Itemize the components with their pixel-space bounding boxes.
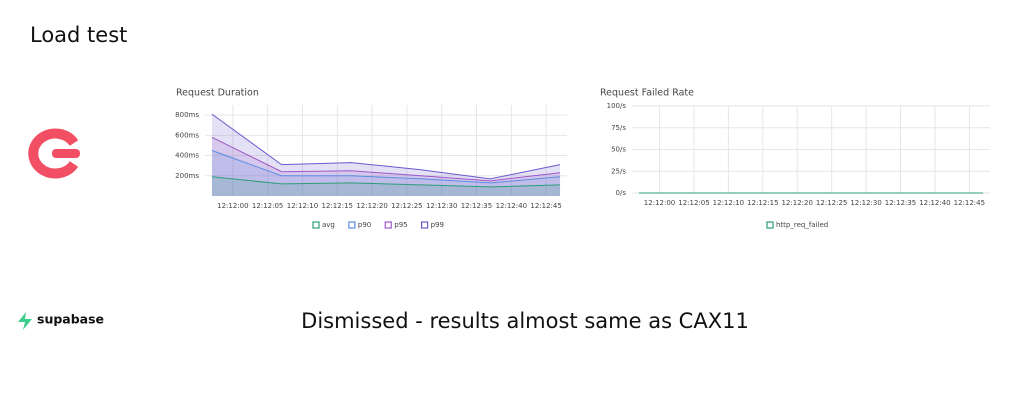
x-tick-label: 12:12:40 bbox=[919, 199, 950, 207]
legend-label: http_req_failed bbox=[776, 221, 828, 229]
y-tick-label: 25/s bbox=[611, 167, 626, 175]
x-tick-label: 12:12:20 bbox=[782, 199, 813, 207]
x-tick-label: 12:12:15 bbox=[322, 202, 353, 210]
x-tick-label: 12:12:35 bbox=[885, 199, 916, 207]
area bbox=[211, 176, 561, 196]
x-tick-label: 12:12:25 bbox=[816, 199, 847, 207]
legend-label: avg bbox=[322, 221, 335, 229]
y-tick-label: 100/s bbox=[607, 102, 627, 110]
brand-logo bbox=[28, 128, 80, 179]
legend-swatch bbox=[384, 221, 392, 229]
legend-swatch bbox=[421, 221, 429, 229]
note: Dismissed - results almost same as CAX11 bbox=[301, 309, 749, 333]
y-tick-label: 800ms bbox=[175, 111, 199, 119]
x-tick-label: 12:12:40 bbox=[496, 202, 527, 210]
area bbox=[211, 137, 561, 196]
line bbox=[211, 150, 561, 184]
chart-title: Request Failed Rate bbox=[600, 88, 694, 99]
legend-label: p95 bbox=[394, 221, 407, 229]
area bbox=[211, 150, 561, 196]
x-tick-label: 12:12:20 bbox=[356, 202, 387, 210]
y-tick-label: 600ms bbox=[175, 131, 199, 139]
x-tick-label: 12:12:30 bbox=[850, 199, 881, 207]
x-tick-label: 12:12:45 bbox=[530, 202, 561, 210]
line bbox=[211, 136, 561, 182]
x-tick-label: 12:12:45 bbox=[954, 199, 985, 207]
y-tick-label: 400ms bbox=[175, 152, 199, 160]
slide-title: Load test bbox=[30, 23, 127, 47]
brand-name: supabase bbox=[37, 312, 104, 327]
x-tick-label: 12:12:05 bbox=[678, 199, 709, 207]
legend-swatch bbox=[766, 221, 774, 229]
x-tick-label: 12:12:05 bbox=[252, 202, 283, 210]
x-tick-label: 12:12:25 bbox=[391, 202, 422, 210]
supabase-icon bbox=[18, 312, 32, 330]
line bbox=[211, 176, 561, 188]
x-tick-label: 12:12:00 bbox=[217, 202, 248, 210]
y-tick-label: 200ms bbox=[175, 172, 199, 180]
legend-swatch bbox=[348, 221, 356, 229]
legend-label: p90 bbox=[358, 221, 371, 229]
chart-title: Request Duration bbox=[176, 88, 259, 99]
y-tick-label: 75/s bbox=[611, 124, 626, 132]
x-tick-label: 12:12:35 bbox=[461, 202, 492, 210]
y-tick-label: 0/s bbox=[616, 189, 627, 197]
legend-swatch bbox=[312, 221, 320, 229]
legend-label: p99 bbox=[431, 221, 444, 229]
x-tick-label: 12:12:30 bbox=[426, 202, 457, 210]
x-tick-label: 12:12:10 bbox=[713, 199, 744, 207]
y-tick-label: 50/s bbox=[611, 146, 626, 154]
x-tick-label: 12:12:10 bbox=[287, 202, 318, 210]
x-tick-label: 12:12:15 bbox=[747, 199, 778, 207]
x-tick-label: 12:12:00 bbox=[644, 199, 675, 207]
line bbox=[211, 113, 561, 180]
